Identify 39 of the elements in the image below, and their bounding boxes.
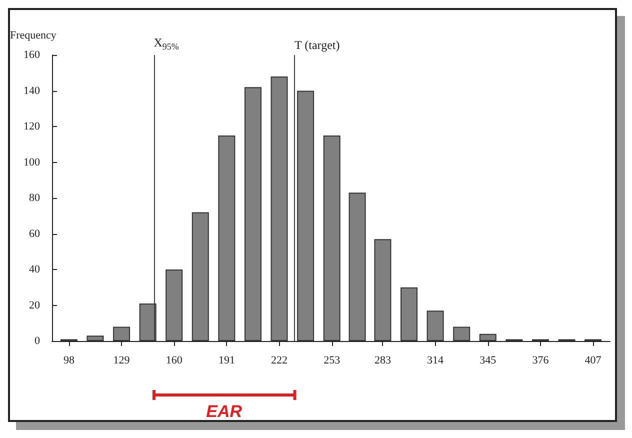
x-tick-label: 98	[63, 354, 75, 366]
bar	[113, 326, 130, 341]
x-tick-label: 222	[271, 354, 288, 366]
x-tick-label: 376	[532, 354, 550, 366]
bar	[323, 135, 340, 341]
bar	[244, 87, 262, 341]
bar	[374, 239, 392, 341]
bar	[426, 310, 444, 341]
bar	[192, 212, 209, 341]
bar	[453, 326, 470, 341]
y-tick-label: 60	[29, 228, 40, 240]
bar	[139, 303, 156, 341]
x-tick-label: 283	[374, 354, 392, 366]
y-tick-label: 140	[24, 84, 40, 97]
bar	[218, 135, 236, 341]
bar	[270, 76, 288, 341]
x-tick-label: 407	[584, 354, 602, 366]
y-tick-label: 120	[24, 120, 40, 132]
x-tick-label: 160	[166, 354, 183, 366]
ref-line-label: T (target)	[294, 38, 340, 52]
text: EAR	[206, 402, 242, 422]
x-tick-label: 314	[427, 354, 444, 366]
x-tick-label: 253	[324, 354, 341, 366]
y-tick-label: 40	[29, 264, 40, 276]
y-tick-label: 20	[29, 299, 40, 312]
x-tick-label: 129	[113, 354, 130, 366]
bar	[400, 287, 418, 341]
x-tick-label: 345	[480, 354, 497, 366]
y-tick-label: 80	[29, 192, 40, 204]
y-tick-label: 100	[24, 156, 40, 168]
bar	[348, 192, 366, 341]
y-tick-label: 160	[24, 49, 40, 61]
bar	[297, 90, 314, 341]
y-axis-title: Frequency	[10, 30, 57, 42]
bar	[166, 270, 183, 341]
bar	[479, 334, 496, 341]
y-tick-label: 0	[34, 335, 40, 347]
bar	[86, 336, 104, 341]
x-tick-label: 191	[218, 354, 235, 366]
